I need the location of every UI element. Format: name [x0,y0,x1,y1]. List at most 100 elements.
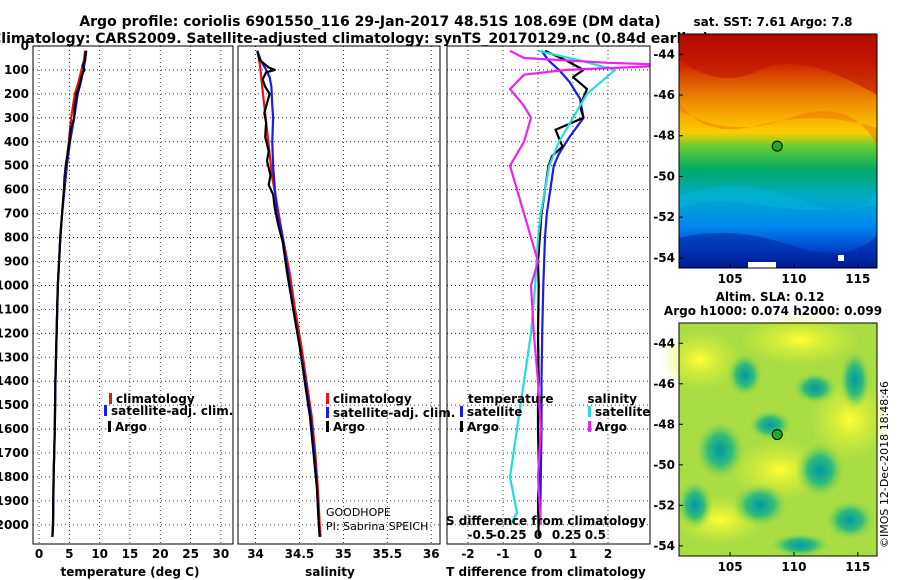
legend-label-s-argo: Argo [595,420,627,434]
x-tick-label: 25 [182,547,199,561]
sst-latitude-ticks: -44 -46 -48 -50 -52 -54 [653,47,683,265]
temperature-series [51,50,88,537]
legend-swatch-t-argo [460,421,463,432]
legend-label-satellite: satellite-adj. clim. [333,406,455,420]
t-difference-tick-labels: -2 -1 0 1 2 [461,547,612,561]
difference-frame [446,45,651,545]
legend-title-temperature: temperature [468,392,553,406]
depth-tick-label: 0 [21,39,29,53]
depth-tick-label: 1700 [0,446,29,460]
legend-swatch-t-satellite [460,406,463,417]
temperature-legend: climatology satellite-adj. clim. Argo [104,392,233,434]
depth-tick-label: 1900 [0,494,29,508]
lat-tick-label: -48 [653,129,675,143]
s-diff-tick-label: 0 [534,528,542,542]
legend-swatch-satellite [104,405,107,416]
figure-title-line1: Argo profile: coriolis 6901550_116 29-Ja… [79,14,660,30]
x-tick-label: 35 [335,547,352,561]
imos-watermark: ©IMOS 12-Dec-2018 18:48:46 [878,381,891,548]
float-program-label: GOODHOPE [326,506,391,519]
depth-tick-label: 500 [4,159,29,173]
lon-tick-label: 115 [845,272,870,286]
temperature-grid [33,45,233,544]
x-tick-label: 10 [91,547,108,561]
depth-tick-label: 1000 [0,278,29,292]
sst-map-panel: sat. SST: 7.61 Argo: 7.8 -44 -46 -48 -50 -52… [653,15,878,286]
x-tick-label: 34.5 [285,547,315,561]
legend-swatch-argo [326,421,329,432]
depth-tick-label: 100 [4,63,29,77]
x-tick-label: 34 [247,547,264,561]
legend-swatch-s-argo [588,421,591,432]
sla-map-title: Altim. SLA: 0.12 [716,290,825,304]
legend-swatch-s-satellite [588,406,591,417]
legend-swatch-climatology [109,393,112,404]
x-tick-label: 0 [35,547,43,561]
salinity-legend: climatology satellite-adj. clim. Argo [326,392,455,434]
lon-tick-label: 105 [718,272,743,286]
legend-label-climatology: climatology [116,392,195,406]
x-tick-label: 2 [604,547,612,561]
lat-tick-label: -44 [653,336,675,350]
difference-grid [447,45,650,544]
depth-tick-label: 700 [4,207,29,221]
lat-tick-label: -46 [653,377,675,391]
lat-tick-label: -52 [653,210,675,224]
sst-longitude-ticks: 105 110 115 [718,264,870,286]
depth-tick-label: 1600 [0,422,29,436]
legend-swatch-argo [108,421,111,432]
legend-swatch-satellite [326,407,329,418]
legend-label-satellite: satellite-adj. clim. [111,404,233,418]
x-tick-label: 36 [423,547,440,561]
temperature-panel: 0100200300400500600700800900100011001200… [0,39,234,579]
lon-tick-label: 110 [781,560,806,574]
principal-investigator-label: PI: Sabrina SPEICH [326,520,428,533]
depth-tick-label: 1200 [0,326,29,340]
salinity-panel: 34 34.5 35 35.5 36 salinity climatology sate… [237,45,455,579]
figure-title-line2: Climatology: CARS2009. Satellite-adjuste… [0,31,709,47]
salinity-frame [237,45,441,545]
lat-tick-label: -54 [653,251,675,265]
x-tick-label: 5 [65,547,73,561]
argo-float-position-marker [771,429,783,441]
s-difference-tick-labels: -0.5-0.25 0 0.25 0.5 [467,528,606,542]
sla-longitude-ticks: 105 110 115 [718,552,870,574]
legend-label-t-argo: Argo [467,420,499,434]
legend-label-s-satellite: satellite [595,405,650,419]
x-tick-label: -1 [496,547,509,561]
legend-title-salinity: salinity [587,392,637,406]
lat-tick-label: -52 [653,498,675,512]
depth-tick-label: 400 [4,135,29,149]
sla-map-panel: Altim. SLA: 0.12 Argo h1000: 0.074 h2000… [653,290,890,574]
sla-map-subtitle: Argo h1000: 0.074 h2000: 0.099 [664,304,882,318]
x-tick-label: 35.5 [372,547,402,561]
depth-tick-label: 200 [4,87,29,101]
legend-label-argo: Argo [115,420,147,434]
depth-tick-label: 900 [4,254,29,268]
salinity-grid [238,45,440,544]
salinity-axis-label: salinity [305,565,355,579]
x-tick-label: 20 [152,547,169,561]
legend-swatch-climatology [326,393,329,404]
depth-tick-label: 1400 [0,374,29,388]
x-tick-label: 1 [569,547,577,561]
depth-tick-labels: 0 100 200 300 400 500 600 700 800 900 1000 1100 1200… [0,39,29,532]
salinity-series [256,50,322,537]
series-s-satellite [508,49,617,526]
t-difference-axis-label: T difference from climatology [446,565,646,579]
temperature-frame [32,45,234,545]
lon-tick-label: 105 [718,560,743,574]
depth-tick-label: 800 [4,231,29,245]
x-tick-label: 0 [534,547,542,561]
lon-tick-label: 115 [845,560,870,574]
sst-map-frame [678,33,878,269]
lat-tick-label: -50 [653,458,675,472]
lat-tick-label: -50 [653,169,675,183]
depth-tick-label: 1100 [0,302,29,316]
x-tick-label: -2 [461,547,474,561]
depth-tick-label: 2000 [0,518,29,532]
legend-label-t-satellite: satellite [467,405,522,419]
depth-tick-label: 600 [4,183,29,197]
sst-map-title: sat. SST: 7.61 Argo: 7.8 [693,15,852,29]
